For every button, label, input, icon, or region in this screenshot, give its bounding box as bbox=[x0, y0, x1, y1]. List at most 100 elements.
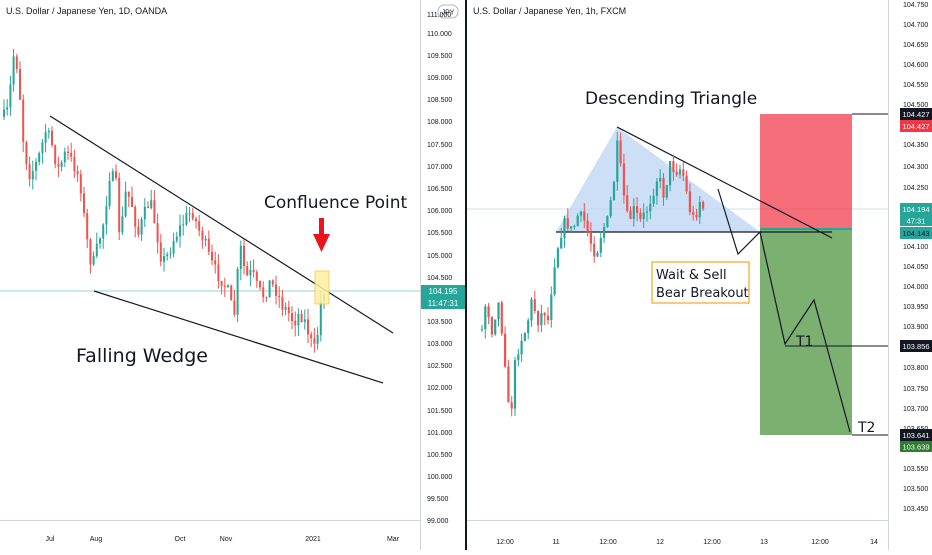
left-candle-body bbox=[31, 170, 34, 180]
left-candle-body bbox=[41, 142, 44, 154]
right-candle-body bbox=[612, 181, 616, 201]
right-price-tick: 103.500 bbox=[903, 486, 928, 493]
left-candle-body bbox=[115, 171, 117, 179]
left-price-tick: 109.000 bbox=[427, 75, 452, 82]
right-candle-body bbox=[523, 333, 526, 341]
stop-badge-red-text: 104.427 bbox=[902, 122, 929, 131]
left-candle-body bbox=[207, 238, 210, 252]
left-candle-body bbox=[134, 206, 137, 227]
left-candle-body bbox=[201, 230, 204, 241]
right-candle-body bbox=[669, 161, 672, 186]
right-candle-body bbox=[616, 140, 619, 182]
right-price-tick: 103.900 bbox=[903, 324, 928, 331]
right-candle-body bbox=[645, 211, 649, 213]
right-candle-body bbox=[484, 306, 487, 330]
right-candle-body bbox=[685, 175, 688, 192]
left-candle-body bbox=[156, 223, 159, 243]
right-candle-body bbox=[652, 195, 655, 204]
left-candle-body bbox=[67, 151, 69, 153]
left-price-tick: 105.500 bbox=[427, 230, 452, 237]
right-candle-body bbox=[566, 218, 569, 229]
left-candle-body bbox=[220, 281, 223, 286]
left-candle-body bbox=[127, 191, 130, 197]
left-countdown-badge bbox=[421, 297, 465, 309]
left-price-tick: 99.000 bbox=[427, 518, 449, 525]
left-price-tick: 111.000 bbox=[427, 12, 451, 19]
right-price-tick: 104.100 bbox=[903, 244, 928, 251]
left-candle-body bbox=[239, 245, 242, 270]
right-candle-body bbox=[596, 252, 599, 257]
right-candle-body bbox=[589, 232, 592, 244]
right-price-tick: 104.500 bbox=[903, 102, 928, 109]
left-candle-body bbox=[95, 243, 98, 256]
right-candle-body bbox=[632, 206, 635, 219]
currency-badge[interactable] bbox=[437, 4, 459, 19]
left-candle-body bbox=[163, 256, 165, 262]
left-price-tick: 106.000 bbox=[427, 208, 452, 215]
left-time-tick: 2021 bbox=[305, 536, 321, 543]
right-time-tick: 12:00 bbox=[599, 539, 617, 546]
stop-badge-dark-text: 104.427 bbox=[902, 110, 929, 119]
left-candle-body bbox=[246, 265, 249, 276]
left-price-tick: 100.500 bbox=[427, 452, 452, 459]
left-candle-body bbox=[195, 218, 197, 222]
right-candle-body bbox=[675, 171, 678, 175]
left-candle-body bbox=[150, 200, 153, 208]
t1-badge bbox=[900, 340, 932, 352]
left-candle-body bbox=[35, 161, 37, 171]
right-candle-body bbox=[487, 306, 490, 318]
left-candle-body bbox=[6, 107, 9, 110]
left-price-tick: 107.500 bbox=[427, 142, 452, 149]
left-candle-body bbox=[51, 130, 53, 146]
left-candle-body bbox=[131, 196, 133, 207]
left-candle-body bbox=[15, 56, 18, 70]
left-candle-body bbox=[47, 130, 50, 133]
right-candle-body bbox=[688, 191, 691, 213]
right-candle-body bbox=[570, 226, 573, 229]
left-candle-body bbox=[25, 141, 28, 165]
right-price-tick: 104.300 bbox=[903, 164, 928, 171]
left-candle-body bbox=[54, 145, 57, 165]
left-price-tick: 101.000 bbox=[427, 430, 452, 437]
left-price-axis: 111.000 110.000 109.500 109.000 108.500 108.0… bbox=[427, 12, 452, 525]
left-price-tick: 102.500 bbox=[427, 363, 452, 370]
right-candle-body bbox=[510, 402, 513, 409]
left-candle-body bbox=[159, 242, 162, 262]
target-zone bbox=[760, 229, 852, 435]
t2-badge-green-text: 103.639 bbox=[902, 443, 929, 452]
left-time-tick: Oct bbox=[175, 536, 186, 543]
descending-triangle-label: Descending Triangle bbox=[585, 89, 757, 109]
left-candle-body bbox=[271, 280, 274, 285]
right-candle-body bbox=[576, 215, 579, 226]
right-price-tick: 104.550 bbox=[903, 82, 928, 89]
wedge-lower-line bbox=[93, 290, 384, 384]
wedge-upper-line bbox=[49, 115, 394, 334]
right-price-tick: 104.700 bbox=[903, 22, 928, 29]
triangle-upper-line bbox=[616, 126, 833, 239]
left-candle-body bbox=[70, 152, 73, 157]
left-candle-body bbox=[108, 180, 111, 207]
left-candle-body bbox=[63, 151, 66, 163]
right-price-tick: 104.650 bbox=[903, 42, 928, 49]
left-candle-body bbox=[143, 206, 146, 220]
left-candle-body bbox=[172, 240, 175, 254]
falling-wedge-label: Falling Wedge bbox=[76, 345, 208, 367]
left-price-tick: 109.500 bbox=[427, 53, 452, 60]
right-candle-body bbox=[659, 177, 662, 182]
right-time-axis: 12:00 11 12:00 12 12:00 13 12:00 14 bbox=[496, 539, 878, 546]
right-candle-body bbox=[560, 237, 563, 249]
callout-box bbox=[651, 261, 750, 304]
left-candle-body bbox=[179, 225, 181, 237]
right-candle-body bbox=[609, 200, 612, 217]
left-price-tick: 107.000 bbox=[427, 164, 452, 171]
left-candle-body bbox=[121, 216, 124, 233]
left-candle-body bbox=[89, 239, 92, 265]
left-candle-body bbox=[86, 213, 89, 240]
left-price-tick: 102.000 bbox=[427, 385, 452, 392]
right-candle-body bbox=[500, 302, 503, 334]
left-candle-body bbox=[44, 132, 47, 143]
entry-badge-text: 104.143 bbox=[902, 229, 929, 238]
right-candle-body bbox=[553, 267, 556, 295]
left-candles bbox=[3, 48, 325, 353]
right-candle-body bbox=[579, 211, 583, 216]
